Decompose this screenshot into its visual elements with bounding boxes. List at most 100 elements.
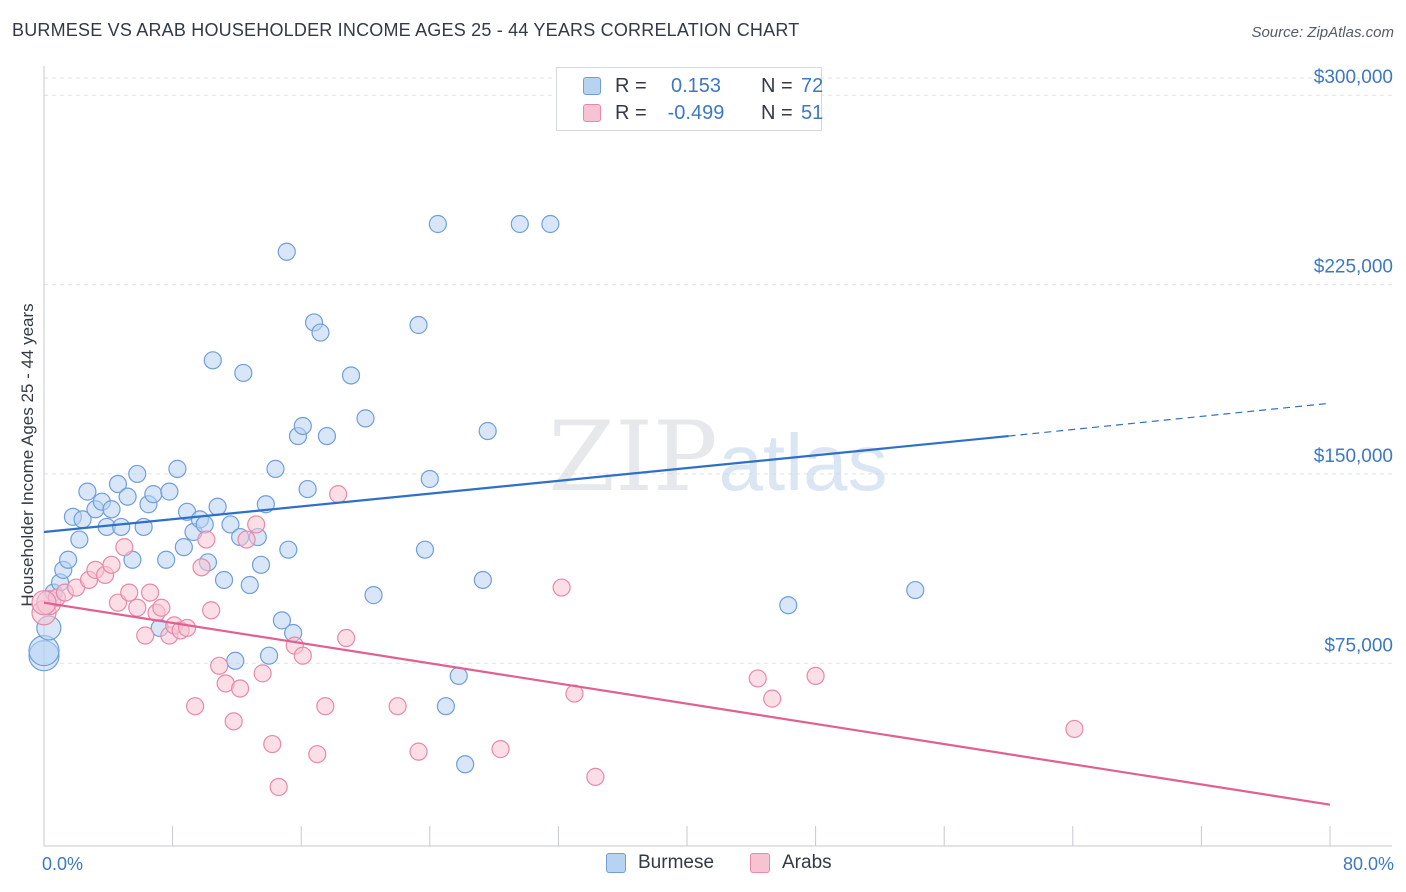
burmese-trend-line	[43, 434, 1009, 534]
burmese-point	[118, 487, 137, 506]
burmese-point	[226, 651, 245, 670]
watermark: ZIP atlas	[548, 401, 887, 513]
burmese-point	[293, 416, 312, 436]
axes	[43, 66, 1392, 847]
burmese-point	[428, 214, 447, 234]
bottom-arabs-swatch	[750, 853, 770, 873]
burmese-point	[364, 586, 383, 605]
correlation-legend: R = 0.153 N = 72 R = -0.499 N = 51	[556, 67, 824, 131]
burmese-point	[112, 517, 131, 537]
bottom-burmese-swatch	[606, 853, 626, 873]
burmese-point	[478, 421, 497, 441]
burmese-point	[195, 515, 214, 534]
arabs-point	[552, 578, 571, 597]
arabs-point	[202, 601, 221, 620]
source-label: Source: ZipAtlas.com	[1251, 24, 1394, 41]
arabs-point	[748, 669, 767, 688]
arabs-point	[210, 656, 229, 675]
arabs-point	[491, 740, 510, 759]
arabs-point	[177, 618, 197, 638]
burmese-point	[436, 697, 455, 716]
burmese-point	[541, 214, 560, 234]
arabs-point	[115, 538, 134, 557]
trend-lines	[43, 402, 1331, 806]
arabs-point	[136, 626, 155, 645]
burmese-point	[356, 409, 375, 428]
burmese-points	[28, 214, 925, 774]
arabs-point	[152, 598, 171, 617]
burmese-point	[473, 570, 492, 590]
arabs-point	[186, 697, 205, 716]
arabs-point	[337, 628, 356, 648]
arabs-point	[108, 593, 128, 612]
burmese-point	[251, 555, 271, 574]
arabs-point	[329, 485, 348, 504]
arabs-swatch	[583, 104, 601, 122]
burmese-point	[906, 580, 925, 600]
burmese-swatch	[583, 77, 601, 95]
burmese-point	[203, 351, 222, 370]
burmese-n-value: 72	[801, 75, 824, 97]
arabs-point	[128, 598, 147, 617]
arabs-point	[231, 679, 250, 698]
burmese-point	[234, 363, 253, 383]
burmese-point	[28, 635, 60, 667]
burmese-point	[272, 611, 292, 630]
x-tick-label-min: 0.0%	[42, 854, 83, 874]
burmese-point	[779, 596, 798, 615]
chart-title: BURMESE VS ARAB HOUSEHOLDER INCOME AGES …	[12, 20, 800, 40]
arabs-n-value: 51	[801, 102, 824, 124]
burmese-point	[168, 459, 187, 478]
arabs-trend-line	[43, 601, 1331, 806]
bottom-burmese-label: Burmese	[638, 852, 715, 873]
y-tick-label: $300,000	[1314, 67, 1393, 88]
burmese-point	[160, 482, 179, 501]
burmese-point	[108, 474, 128, 494]
arabs-point	[269, 777, 288, 797]
arabs-point	[409, 742, 428, 761]
arabs-point	[253, 664, 272, 683]
burmese-point	[510, 214, 529, 234]
burmese-trend-extension	[1008, 402, 1331, 437]
arabs-point	[316, 697, 335, 716]
tick-labels: $75,000 $150,000 $225,000 $300,000 0.0% 80.0%	[42, 67, 1394, 874]
arabs-point	[102, 555, 121, 574]
burmese-r-label: R =	[615, 75, 647, 97]
arabs-point	[586, 767, 605, 786]
watermark-zip: ZIP	[548, 401, 717, 513]
burmese-point	[174, 538, 193, 557]
arabs-point	[140, 583, 160, 602]
burmese-point	[266, 459, 285, 478]
arabs-point	[308, 745, 327, 764]
arabs-points	[31, 485, 1084, 797]
burmese-point	[449, 666, 468, 686]
burmese-r-value: 0.153	[670, 75, 722, 97]
arabs-point	[197, 530, 216, 549]
burmese-point	[420, 469, 439, 489]
burmese-n-label: N =	[761, 75, 793, 97]
burmese-point	[311, 323, 330, 342]
bottom-arabs-label: Arabs	[782, 852, 832, 873]
burmese-point	[102, 500, 121, 519]
arabs-point	[237, 530, 256, 549]
arabs-point	[224, 712, 243, 731]
burmese-point	[409, 315, 428, 335]
burmese-point	[277, 242, 296, 261]
burmese-point	[128, 464, 147, 484]
burmese-point	[208, 497, 227, 516]
burmese-point	[456, 755, 475, 774]
burmese-point	[70, 530, 89, 549]
y-tick-label: $225,000	[1314, 257, 1393, 278]
burmese-point	[221, 515, 240, 534]
arabs-point	[247, 515, 266, 534]
arabs-r-label: R =	[615, 102, 647, 124]
burmese-point	[317, 426, 337, 446]
burmese-point	[157, 550, 176, 569]
burmese-point	[341, 366, 361, 385]
y-tick-label: $75,000	[1324, 635, 1393, 656]
burmese-point	[415, 540, 435, 559]
arabs-point	[388, 697, 407, 716]
arabs-point	[120, 583, 139, 602]
burmese-point	[144, 485, 163, 504]
